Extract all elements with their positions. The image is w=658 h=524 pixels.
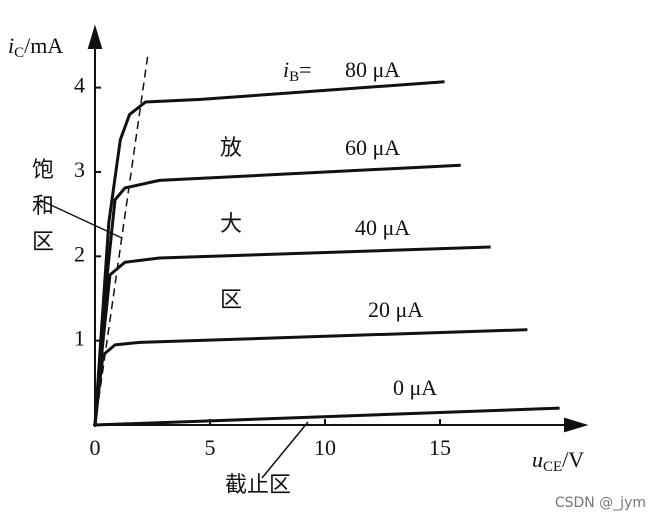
x-axis-label: uCE/V xyxy=(532,447,584,475)
series-line xyxy=(93,80,445,426)
x-arrow xyxy=(564,417,589,433)
series-line xyxy=(93,328,528,426)
x-tick-label: 15 xyxy=(429,435,451,460)
region-label: 放 xyxy=(220,135,242,160)
region-label: 区 xyxy=(32,229,54,254)
saturation-line xyxy=(94,54,149,426)
axes xyxy=(39,24,589,479)
series-label: 40 μA xyxy=(355,215,410,240)
x-tick-label: 5 xyxy=(205,435,216,460)
series-prefix: iB= xyxy=(283,57,312,85)
region-label: 大 xyxy=(220,211,242,236)
region-label: 和 xyxy=(32,193,54,218)
y-tick-label: 3 xyxy=(74,157,85,182)
series-label: 20 μA xyxy=(368,297,423,322)
y-tick-label: 1 xyxy=(74,326,85,351)
series-label: 0 μA xyxy=(393,375,437,400)
x-tick-label: 10 xyxy=(314,435,336,460)
watermark: CSDN @_jym xyxy=(555,495,646,511)
region-label: 饱 xyxy=(32,157,54,182)
series-label: 60 μA xyxy=(345,135,400,160)
series-line xyxy=(93,163,461,426)
y-tick-label: 2 xyxy=(74,241,85,266)
series-label: 80 μA xyxy=(345,57,400,82)
y-tick-label: 4 xyxy=(74,73,85,98)
region-label: 截止区 xyxy=(225,472,291,497)
region-label: 区 xyxy=(220,287,242,312)
cutoff-pointer xyxy=(261,421,309,479)
y-axis-label: iC/mA xyxy=(8,33,63,61)
y-arrow xyxy=(87,24,103,49)
series-line xyxy=(94,406,560,427)
x-tick-label: 0 xyxy=(90,435,101,460)
